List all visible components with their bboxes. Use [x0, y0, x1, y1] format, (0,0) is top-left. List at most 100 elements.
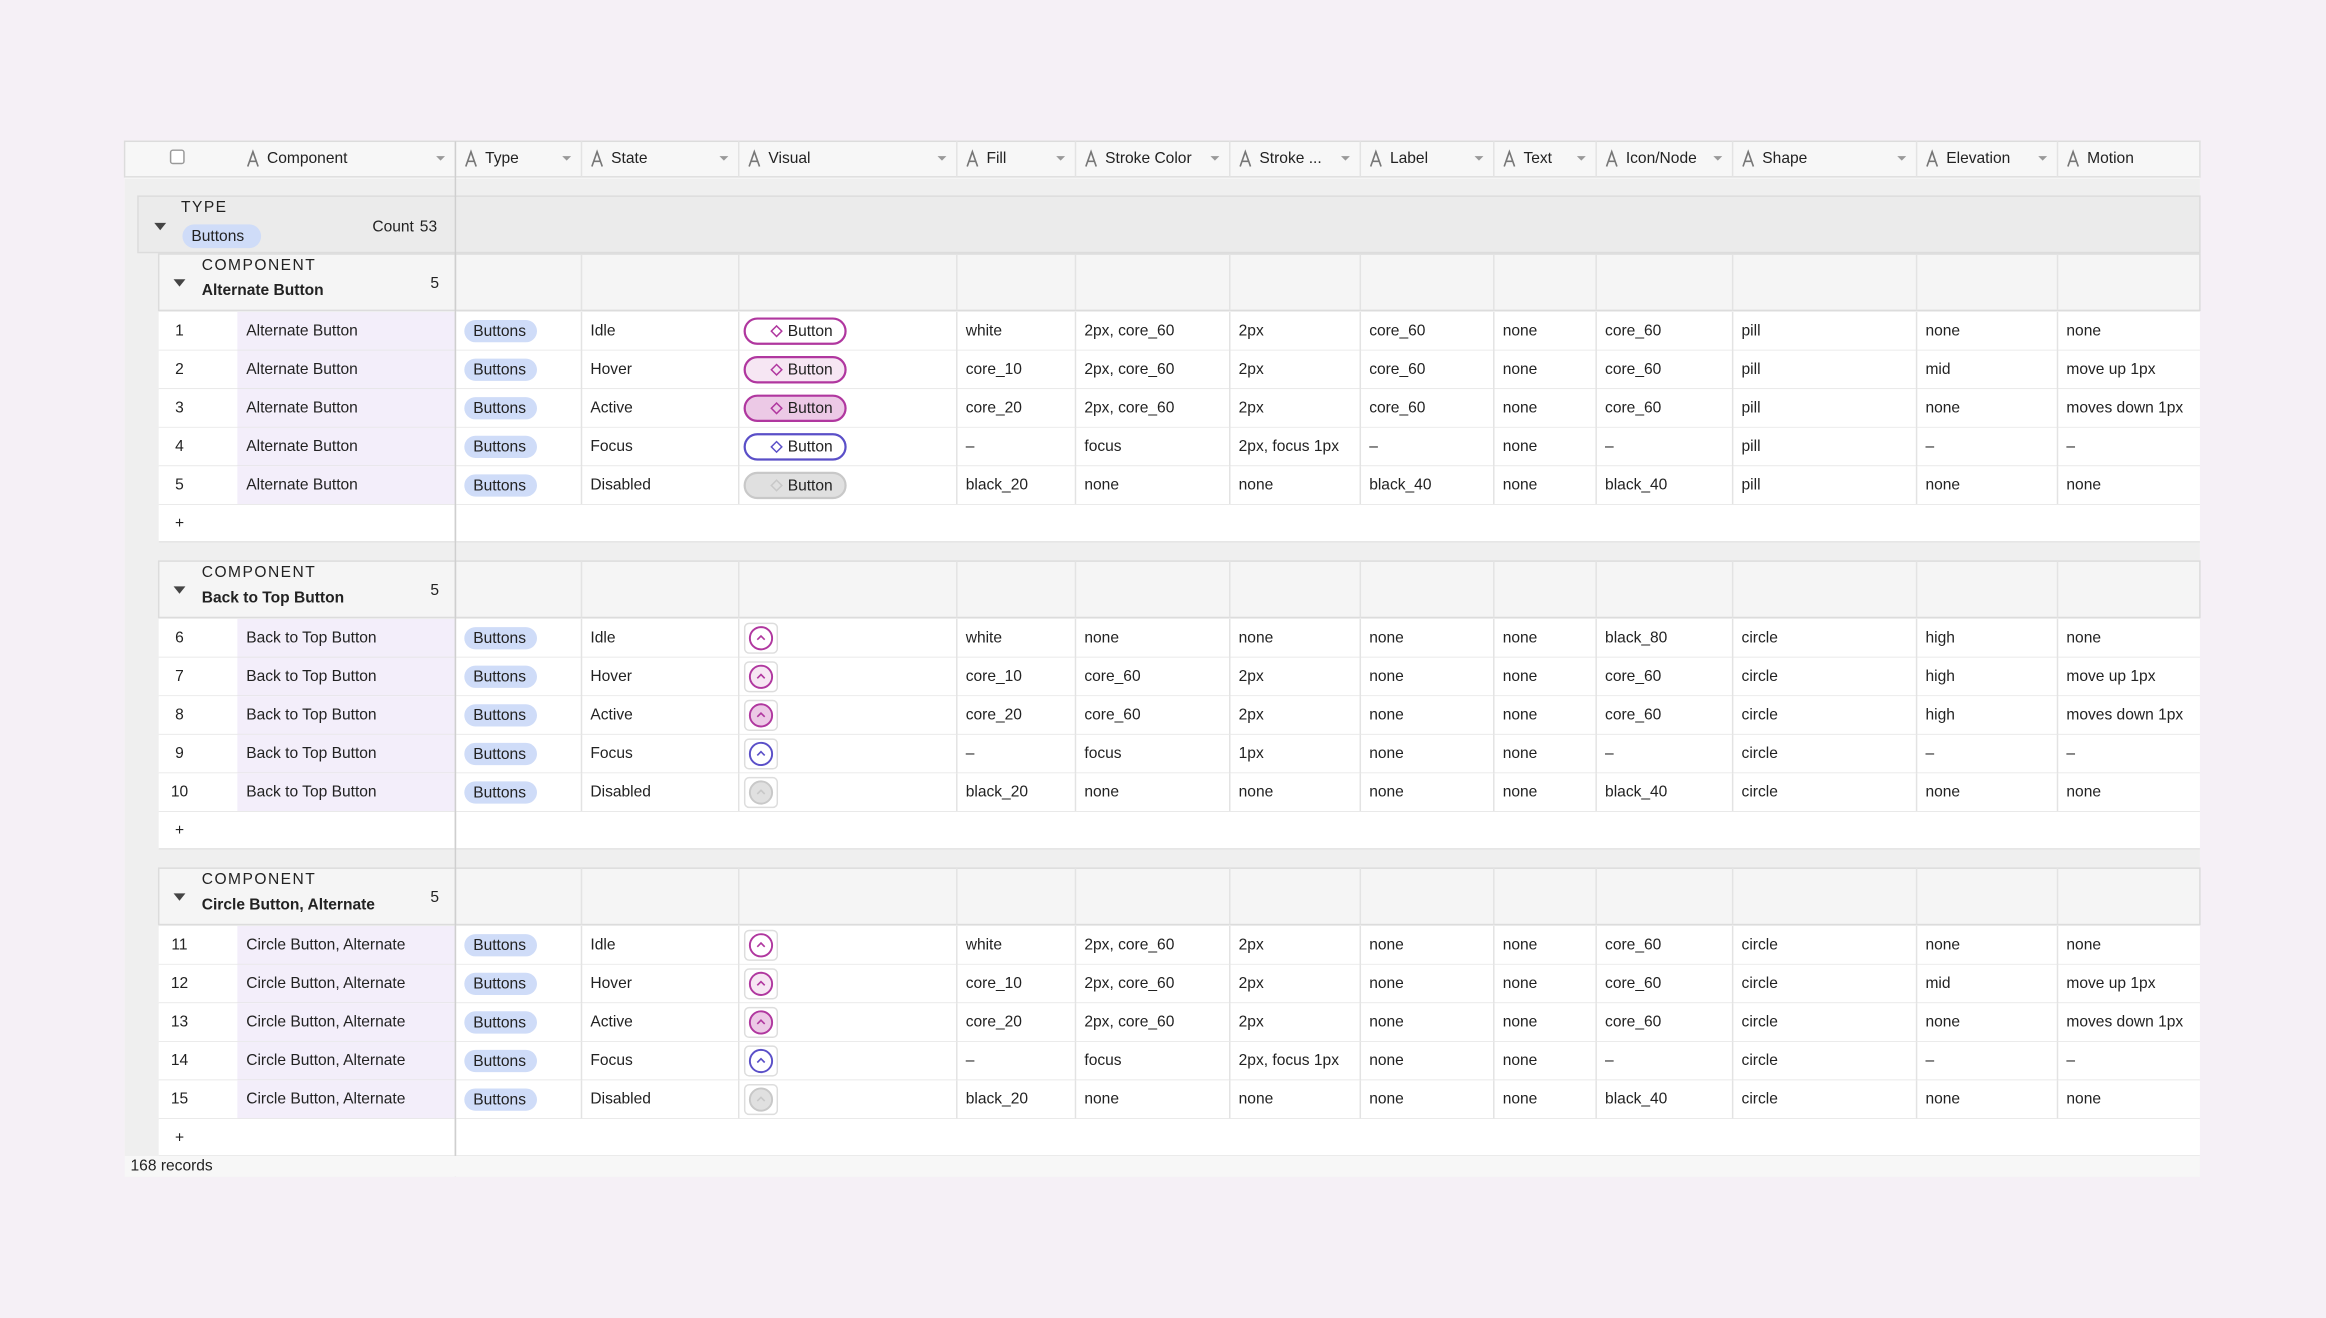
- visual-text: Button: [788, 362, 833, 379]
- primary-cell: [237, 1041, 456, 1081]
- primary-cell: [237, 657, 456, 697]
- visual-glyph: [756, 634, 766, 641]
- cell-text: none: [1369, 1091, 1404, 1108]
- footer-bar: [124, 1155, 2200, 1177]
- cell-text: none: [1925, 322, 1960, 339]
- dropdown-arrow[interactable]: [1210, 156, 1220, 161]
- cell-text: pill: [1742, 438, 1761, 455]
- cell-text: Idle: [590, 629, 615, 646]
- type-pill: [464, 474, 537, 497]
- cell-text: moves down 1px: [2066, 706, 2183, 723]
- type-label: Buttons: [473, 630, 526, 647]
- cell-text: Back to Top Button: [246, 706, 376, 723]
- collapse-toggle[interactable]: [173, 586, 186, 594]
- cell-text: none: [2066, 629, 2101, 646]
- dropdown-arrow[interactable]: [2038, 156, 2048, 161]
- dropdown-arrow[interactable]: [436, 156, 446, 161]
- row-number: 12: [171, 975, 188, 992]
- add-row-button[interactable]: +: [175, 822, 184, 839]
- dropdown-arrow[interactable]: [1576, 156, 1586, 161]
- cell-text: circle: [1742, 706, 1778, 723]
- dropdown-arrow[interactable]: [719, 156, 729, 161]
- add-row[interactable]: [158, 811, 2200, 849]
- cell-text: none: [1239, 1091, 1274, 1108]
- cell-text: Back to Top Button: [246, 784, 376, 801]
- type-label: Buttons: [473, 1053, 526, 1070]
- dropdown-arrow[interactable]: [1341, 156, 1350, 161]
- cell-text: none: [1503, 361, 1538, 378]
- collapse-toggle[interactable]: [173, 893, 186, 901]
- column-header[interactable]: Label: [1390, 150, 1428, 167]
- add-row[interactable]: [158, 504, 2200, 542]
- column-header[interactable]: Visual: [768, 150, 810, 167]
- cell-text: none: [1925, 477, 1960, 494]
- add-row[interactable]: [158, 1118, 2200, 1156]
- cell-text: 2px, core_60: [1084, 322, 1174, 339]
- cell-text: none: [1925, 399, 1960, 416]
- cell-text: none: [1503, 1052, 1538, 1069]
- cell-text: move up 1px: [2066, 361, 2155, 378]
- cell-text: black_20: [966, 1091, 1029, 1108]
- type-label: Buttons: [473, 1014, 526, 1031]
- column-header[interactable]: Icon/Node: [1626, 150, 1697, 167]
- visual-glyph: [756, 711, 766, 718]
- dropdown-arrow[interactable]: [562, 156, 572, 161]
- cell-text: 2px, core_60: [1084, 399, 1174, 416]
- subgroup-field: COMPONENT: [202, 257, 317, 274]
- cell-text: moves down 1px: [2066, 1014, 2183, 1031]
- column-header[interactable]: Text: [1523, 150, 1552, 167]
- cell-text: pill: [1742, 399, 1761, 416]
- visual-glyph: [756, 1057, 766, 1064]
- cell-text: none: [1503, 399, 1538, 416]
- type-label: Buttons: [473, 400, 526, 417]
- visual-icon: [770, 402, 783, 415]
- column-header[interactable]: State: [611, 150, 647, 167]
- cell-text: –: [1369, 438, 1378, 455]
- dropdown-arrow[interactable]: [1897, 156, 1907, 161]
- type-label: Buttons: [473, 323, 526, 340]
- visual-circle: [748, 933, 774, 958]
- column-header[interactable]: Elevation: [1946, 150, 2010, 167]
- cell-text: pill: [1742, 477, 1761, 494]
- add-row-button[interactable]: +: [175, 515, 184, 532]
- collapse-toggle[interactable]: [154, 222, 167, 231]
- visual-icon: [770, 479, 783, 492]
- dropdown-arrow[interactable]: [1056, 156, 1066, 161]
- add-row-button[interactable]: +: [175, 1129, 184, 1146]
- row-number: 2: [175, 361, 184, 378]
- cell-text: –: [966, 1052, 975, 1069]
- collapse-toggle[interactable]: [173, 279, 186, 287]
- cell-text: Idle: [590, 322, 615, 339]
- column-header[interactable]: Shape: [1762, 150, 1807, 167]
- cell-text: core_60: [1605, 706, 1662, 723]
- visual-circle: [748, 780, 774, 805]
- select-all-checkbox[interactable]: [169, 149, 185, 165]
- column-header[interactable]: Fill: [986, 150, 1006, 167]
- dropdown-arrow[interactable]: [1713, 156, 1723, 161]
- cell-text: core_20: [966, 1014, 1023, 1031]
- dropdown-arrow[interactable]: [1474, 156, 1484, 161]
- column-header[interactable]: Stroke ...: [1259, 150, 1321, 167]
- column-header[interactable]: Type: [485, 150, 519, 167]
- cell-text: 2px, focus 1px: [1239, 438, 1340, 455]
- type-pill: [464, 1088, 537, 1111]
- cell-text: 2px: [1239, 322, 1264, 339]
- cell-text: –: [966, 745, 975, 762]
- cell-text: core_60: [1084, 668, 1141, 685]
- field-icon: [1742, 149, 1755, 167]
- cell-text: 2px, focus 1px: [1239, 1052, 1340, 1069]
- cell-text: circle: [1742, 1052, 1778, 1069]
- column-header[interactable]: Component: [267, 150, 348, 167]
- cell-text: black_80: [1605, 629, 1668, 646]
- cell-text: circle: [1742, 1014, 1778, 1031]
- row-number: 9: [175, 745, 184, 762]
- cell-text: Back to Top Button: [246, 668, 376, 685]
- column-header[interactable]: Stroke Color: [1105, 150, 1192, 167]
- cell-text: Alternate Button: [246, 399, 358, 416]
- dropdown-arrow[interactable]: [937, 156, 947, 161]
- column-header[interactable]: Motion: [2087, 150, 2134, 167]
- row-number: 5: [175, 477, 184, 494]
- cell-text: none: [1503, 784, 1538, 801]
- type-pill: [464, 627, 537, 650]
- cell-text: pill: [1742, 361, 1761, 378]
